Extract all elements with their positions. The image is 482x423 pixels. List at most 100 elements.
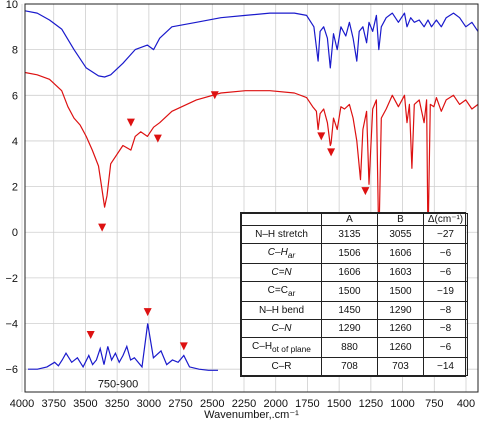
table-cell: 3135 [321, 225, 378, 244]
table-header-cell: Δ(cm⁻¹) [423, 213, 468, 226]
x-tick-label: 3750 [41, 398, 65, 410]
table-header-cell [241, 213, 322, 226]
inset-range-label: 750-900 [98, 378, 138, 390]
series-red-line [24, 71, 479, 247]
table-cell: 1603 [377, 263, 424, 282]
table-cell: 1500 [377, 280, 424, 303]
y-tick-label: 0 [12, 227, 18, 239]
inset-peak-marker [86, 330, 95, 339]
x-tick-label: 1250 [359, 398, 383, 410]
x-axis-ticks: 4000 3750 3500 3250 3000 2750 2500 2250 2000 1750… [10, 398, 475, 410]
y-tick-label: 2 [12, 182, 18, 194]
table-body: N–H stretch 3135 3055 −27 C–Har 1506 1606 −6 C=N… [241, 225, 468, 376]
row-label-text: N–H bend [258, 305, 305, 317]
row-label-text: C–R [271, 361, 292, 373]
table-row-label: C=N [241, 263, 322, 282]
table-row: N–H bend 1450 1290 −8 [241, 301, 468, 321]
table-cell: 3055 [377, 225, 424, 244]
table-row-label: C–R [241, 357, 322, 376]
row-label-text: C=N [271, 267, 292, 279]
x-tick-label: 2750 [168, 398, 192, 410]
table-row: C–N 1290 1260 −8 [241, 319, 468, 338]
peak-marker [210, 91, 219, 100]
table-header-cell: B [377, 213, 424, 226]
x-tick-label: 2250 [232, 398, 256, 410]
table-row-label: C–Har [241, 242, 322, 265]
table-row: N–H stretch 3135 3055 −27 [241, 225, 468, 244]
table-cell: 1260 [377, 319, 424, 338]
plot-frame [24, 3, 479, 393]
table-cell: 880 [321, 336, 378, 359]
x-tick-label: 1500 [327, 398, 351, 410]
table-cell: 1606 [321, 263, 378, 282]
table-cell: −6 [423, 336, 468, 359]
y-tick-label: 8 [12, 45, 18, 57]
peak-marker [361, 187, 370, 196]
table-cell: 703 [377, 357, 424, 376]
x-tick-label: 3000 [137, 398, 161, 410]
table-cell: −14 [423, 357, 468, 376]
row-label-text: N–H stretch [255, 228, 308, 240]
y-axis-ticks: 10 8 6 4 2 0 −2 −4 −6 [5, 0, 18, 376]
table-row: C–R 708 703 −14 [241, 357, 468, 376]
table-cell: 1500 [321, 280, 378, 303]
inset-spectrum-line [28, 323, 218, 371]
y-tick-label: 6 [12, 90, 18, 102]
table-cell: −6 [423, 242, 468, 265]
row-label-subscript: ar [287, 288, 296, 299]
row-label-text: C–H [252, 341, 273, 352]
table-cell: −27 [423, 225, 468, 244]
table-cell: −8 [423, 301, 468, 321]
table-cell: −19 [423, 280, 468, 303]
x-tick-label: 2500 [200, 398, 224, 410]
vibration-table: A B Δ(cm⁻¹) N–H stretch 3135 3055 −27 C–Har 1… [241, 213, 468, 376]
y-tick-label: 10 [6, 0, 18, 11]
table-cell: 1290 [321, 319, 378, 338]
table-row: C=Car 1500 1500 −19 [241, 280, 468, 303]
y-tick-label: −6 [5, 364, 18, 376]
peak-marker [317, 132, 326, 141]
spectrum-series [24, 10, 479, 247]
table-cell: 1606 [377, 242, 424, 265]
x-tick-label: 750 [425, 398, 443, 410]
table-row: C–Har 1506 1606 −6 [241, 242, 468, 265]
table-cell: 1260 [377, 336, 424, 359]
vibration-table-panel: A B Δ(cm⁻¹) N–H stretch 3135 3055 −27 C–Har 1… [240, 212, 468, 377]
inset-spectrum: 750-900 [28, 308, 218, 390]
y-tick-label: 4 [12, 136, 18, 148]
row-label-text: C–N [271, 322, 292, 334]
x-tick-label: 1750 [295, 398, 319, 410]
peak-markers [98, 91, 370, 232]
table-row-label: C–Hot of plane [241, 336, 322, 359]
table-row-label: N–H stretch [241, 225, 322, 244]
table-row: C–Hot of plane 880 1260 −6 [241, 336, 468, 359]
row-label-text: C=C [267, 285, 288, 297]
table-cell: 1450 [321, 301, 378, 321]
table-cell: 708 [321, 357, 378, 376]
row-label-subscript: ot of plane [272, 344, 311, 354]
peak-marker [126, 118, 135, 127]
table-cell: −6 [423, 263, 468, 282]
table-cell: 1506 [321, 242, 378, 265]
inset-peak-marker [179, 342, 188, 351]
x-tick-label: 3500 [73, 398, 97, 410]
table-cell: −8 [423, 319, 468, 338]
row-label-text: C–H [267, 246, 288, 258]
x-axis-title: Wavenumber,.cm⁻¹ [204, 409, 299, 421]
table-header-cell: A [321, 213, 378, 226]
x-tick-label: 400 [457, 398, 475, 410]
x-tick-label: 4000 [10, 398, 34, 410]
table-row-label: C–N [241, 319, 322, 338]
peak-marker [327, 148, 336, 157]
x-tick-label: 1000 [390, 398, 414, 410]
table-row: C=N 1606 1603 −6 [241, 263, 468, 282]
y-tick-label: −2 [5, 273, 18, 285]
row-label-subscript: ar [287, 249, 296, 260]
peak-marker [153, 134, 162, 143]
inset-peak-marker [143, 308, 152, 317]
y-tick-label: −4 [5, 319, 18, 331]
table-row-label: C=Car [241, 280, 322, 303]
x-tick-label: 2000 [263, 398, 287, 410]
series-blue-line [24, 10, 479, 78]
x-tick-label: 3250 [105, 398, 129, 410]
